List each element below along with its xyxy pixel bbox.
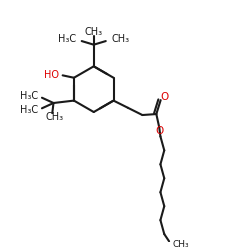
Text: CH₃: CH₃ xyxy=(85,27,103,37)
Text: HO: HO xyxy=(44,70,59,80)
Text: H₃C: H₃C xyxy=(20,105,38,115)
Text: CH₃: CH₃ xyxy=(46,112,64,122)
Text: H₃C: H₃C xyxy=(20,91,38,101)
Text: O: O xyxy=(160,92,168,102)
Text: CH₃: CH₃ xyxy=(172,240,189,249)
Text: O: O xyxy=(155,126,163,136)
Text: H₃C: H₃C xyxy=(58,34,76,44)
Text: CH₃: CH₃ xyxy=(111,34,129,44)
